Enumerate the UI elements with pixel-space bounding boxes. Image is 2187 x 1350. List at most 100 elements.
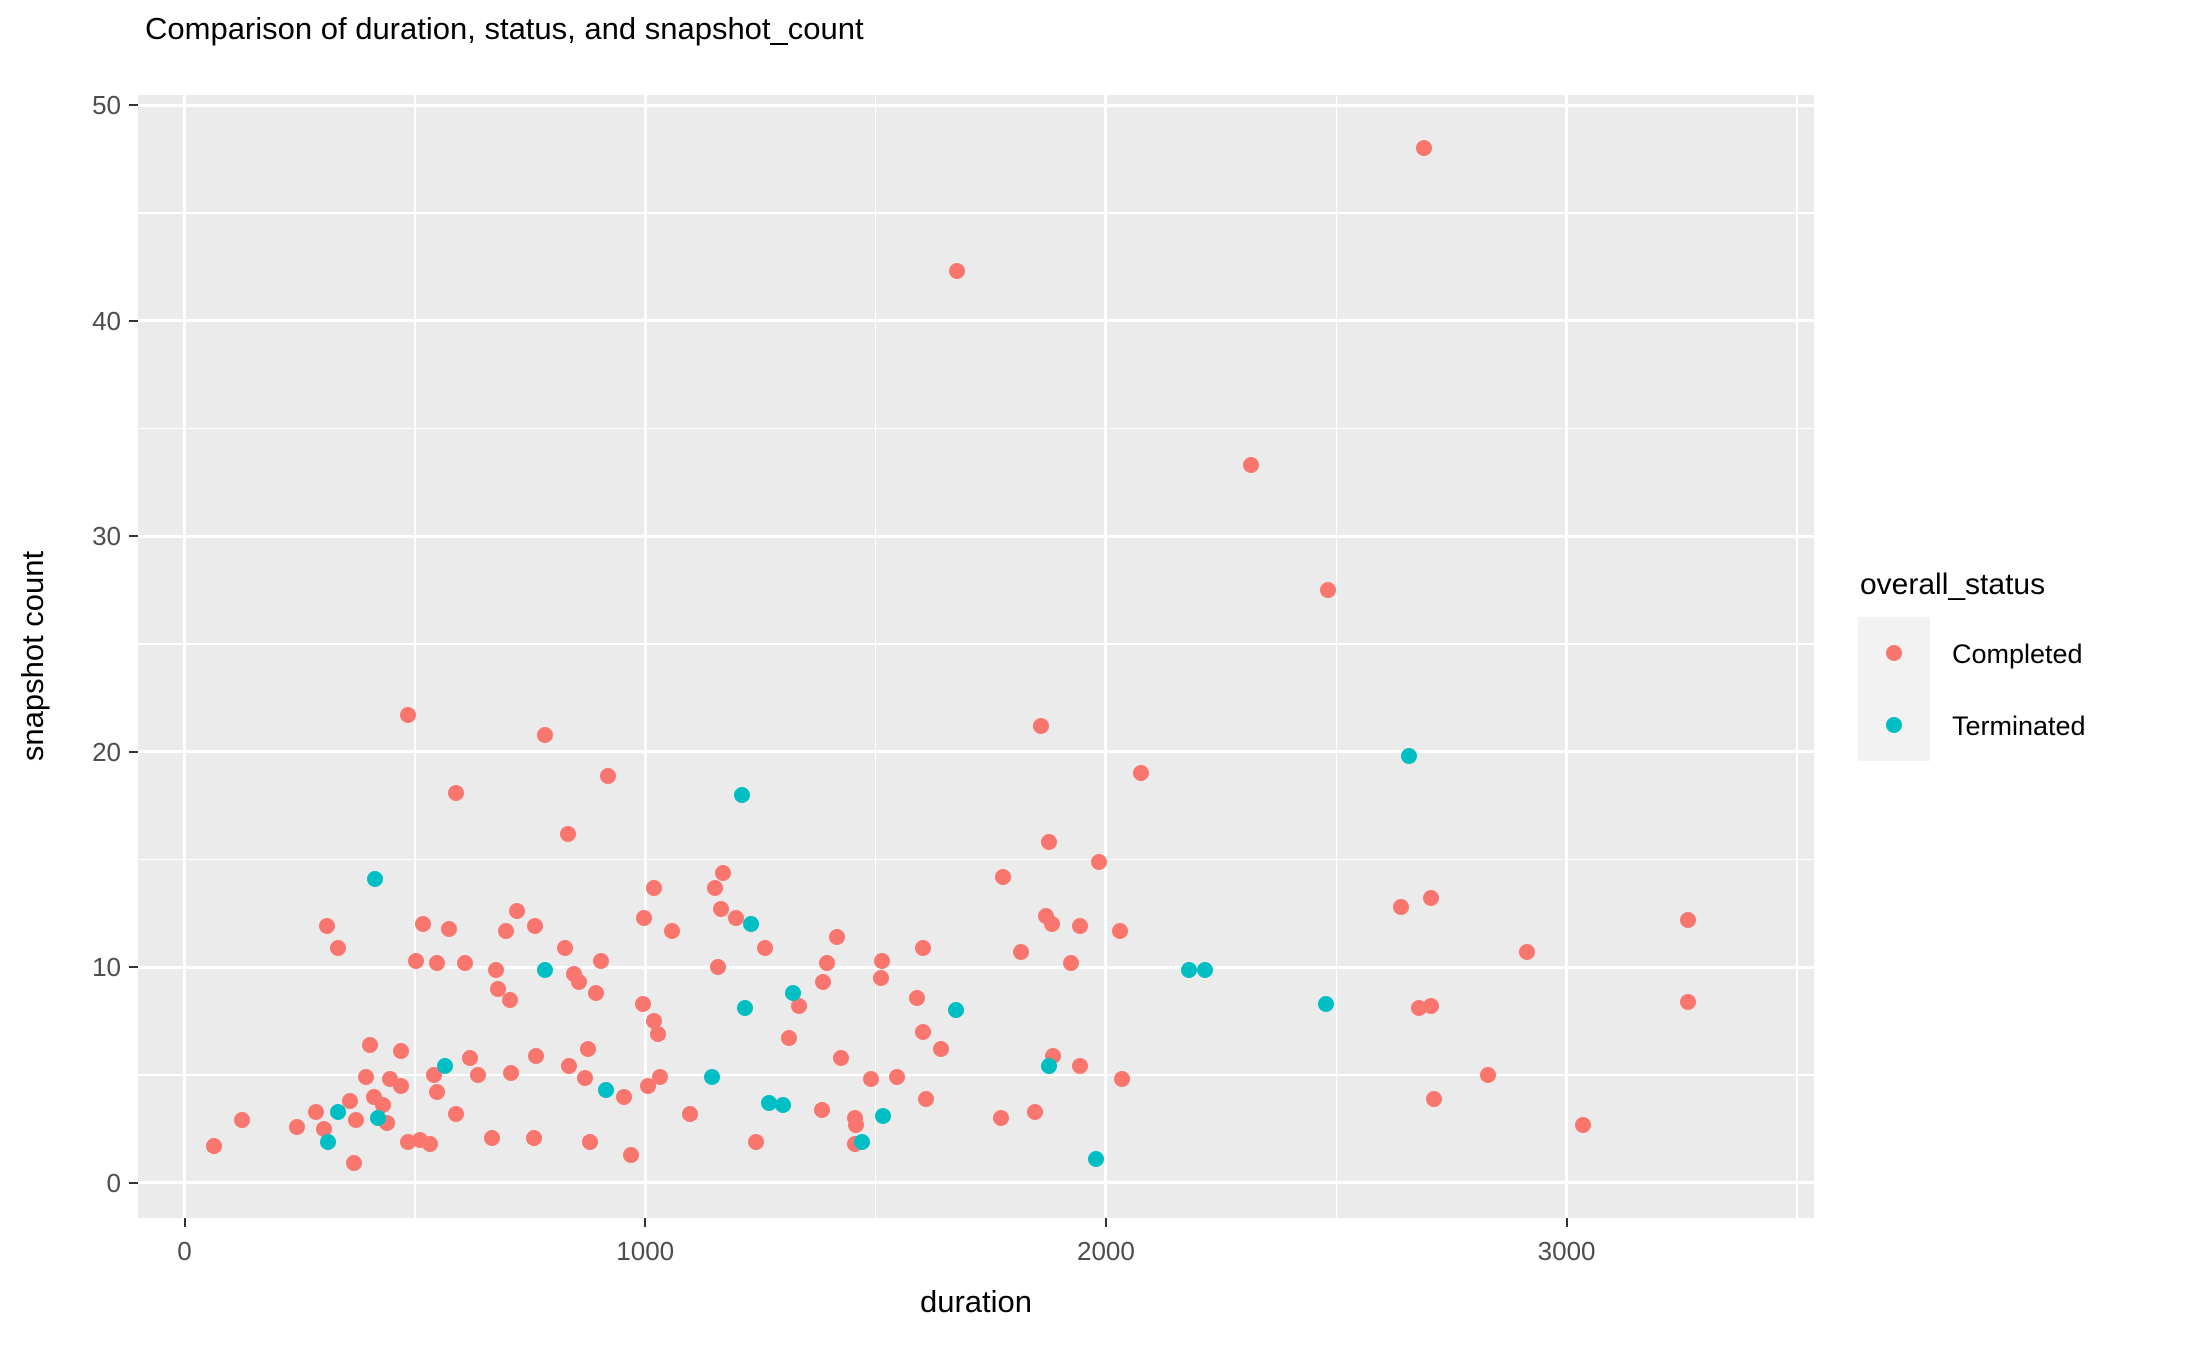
data-point-terminated: [370, 1110, 387, 1127]
gridline: [183, 95, 187, 1218]
gridline: [1104, 95, 1108, 1218]
data-point-terminated: [742, 916, 759, 933]
data-point-completed: [932, 1041, 949, 1058]
data-point-terminated: [320, 1133, 337, 1150]
data-point-completed: [1680, 993, 1697, 1010]
data-point-completed: [559, 825, 576, 842]
tick-mark: [644, 1218, 647, 1227]
data-point-terminated: [1180, 961, 1197, 978]
data-point-terminated: [367, 871, 384, 887]
data-point-completed: [361, 1036, 378, 1053]
data-point-completed: [1574, 1116, 1591, 1133]
data-point-completed: [914, 1024, 931, 1041]
data-point-completed: [847, 1116, 864, 1133]
gridline: [138, 643, 1814, 645]
data-point-completed: [1043, 916, 1060, 933]
data-point-completed: [889, 1069, 906, 1086]
data-point-completed: [1026, 1103, 1043, 1120]
data-point-completed: [814, 1101, 831, 1118]
data-point-completed: [428, 1084, 445, 1101]
data-point-completed: [635, 909, 652, 926]
data-point-completed: [527, 918, 544, 935]
data-point-completed: [863, 1071, 880, 1088]
data-point-completed: [525, 1129, 542, 1146]
completed-dot-icon: [1886, 645, 1902, 661]
gridline: [138, 1181, 1814, 1185]
data-point-terminated: [598, 1082, 615, 1099]
gridline: [643, 95, 647, 1218]
tick-mark: [183, 1218, 186, 1227]
data-point-completed: [581, 1133, 598, 1150]
data-point-terminated: [854, 1133, 871, 1150]
x-axis-tick-label: 1000: [616, 1236, 675, 1266]
data-point-completed: [706, 879, 723, 896]
x-axis-tick-label: 0: [177, 1236, 192, 1266]
legend-key-terminated: [1858, 689, 1930, 761]
data-point-completed: [646, 1013, 663, 1030]
data-point-completed: [536, 726, 553, 743]
data-point-completed: [462, 1049, 479, 1066]
data-point-completed: [577, 1070, 594, 1087]
legend-title: overall_status: [1860, 568, 2046, 601]
data-point-completed: [488, 961, 505, 978]
gridline: [414, 95, 416, 1218]
data-point-completed: [833, 1049, 850, 1066]
data-point-completed: [374, 1097, 391, 1114]
data-point-completed: [289, 1118, 306, 1135]
legend-label-completed: Completed: [1952, 639, 2083, 669]
data-point-completed: [995, 868, 1012, 885]
data-point-terminated: [1401, 748, 1418, 765]
gridline: [1335, 95, 1337, 1218]
data-point-completed: [1425, 1090, 1442, 1107]
data-point-completed: [1033, 718, 1050, 734]
data-point-completed: [728, 909, 745, 926]
data-point-completed: [1519, 944, 1536, 961]
tick-mark: [129, 104, 138, 107]
y-axis-title: snapshot count: [15, 550, 50, 762]
data-point-completed: [345, 1155, 362, 1172]
data-point-completed: [527, 1047, 544, 1064]
data-point-completed: [440, 920, 457, 937]
data-point-completed: [600, 767, 617, 784]
data-point-completed: [501, 991, 518, 1008]
tick-mark: [129, 966, 138, 969]
data-point-completed: [710, 959, 726, 976]
data-point-completed: [447, 1105, 464, 1122]
data-point-completed: [1680, 911, 1697, 928]
data-point-completed: [316, 1120, 333, 1137]
data-point-terminated: [736, 1000, 753, 1017]
data-point-completed: [579, 1041, 596, 1058]
data-point-completed: [791, 998, 808, 1015]
data-point-completed: [873, 952, 890, 969]
tick-mark: [129, 535, 138, 538]
data-point-completed: [560, 1058, 577, 1075]
data-point-completed: [713, 901, 730, 918]
data-point-completed: [421, 1136, 438, 1153]
data-point-completed: [329, 939, 346, 956]
data-point-completed: [429, 955, 446, 972]
data-point-completed: [1071, 918, 1088, 935]
data-point-terminated: [703, 1069, 720, 1086]
data-point-completed: [1480, 1067, 1497, 1084]
data-point-completed: [1242, 457, 1259, 474]
data-point-terminated: [329, 1103, 346, 1120]
data-point-terminated: [1041, 1058, 1058, 1075]
gridline: [138, 965, 1814, 969]
data-point-completed: [357, 1069, 374, 1086]
data-point-completed: [1393, 899, 1410, 916]
data-point-completed: [233, 1112, 250, 1129]
data-point-completed: [872, 970, 889, 987]
data-point-completed: [448, 784, 465, 801]
data-point-completed: [663, 922, 680, 939]
data-point-terminated: [1196, 961, 1213, 978]
gridline: [138, 427, 1814, 430]
data-point-completed: [509, 903, 526, 920]
data-point-completed: [393, 1077, 410, 1094]
gridline: [138, 212, 1814, 214]
gridline: [138, 319, 1814, 323]
y-axis-tick-label: 10: [92, 952, 121, 983]
data-point-completed: [909, 989, 926, 1006]
data-point-completed: [781, 1030, 798, 1047]
data-point-completed: [645, 879, 662, 896]
